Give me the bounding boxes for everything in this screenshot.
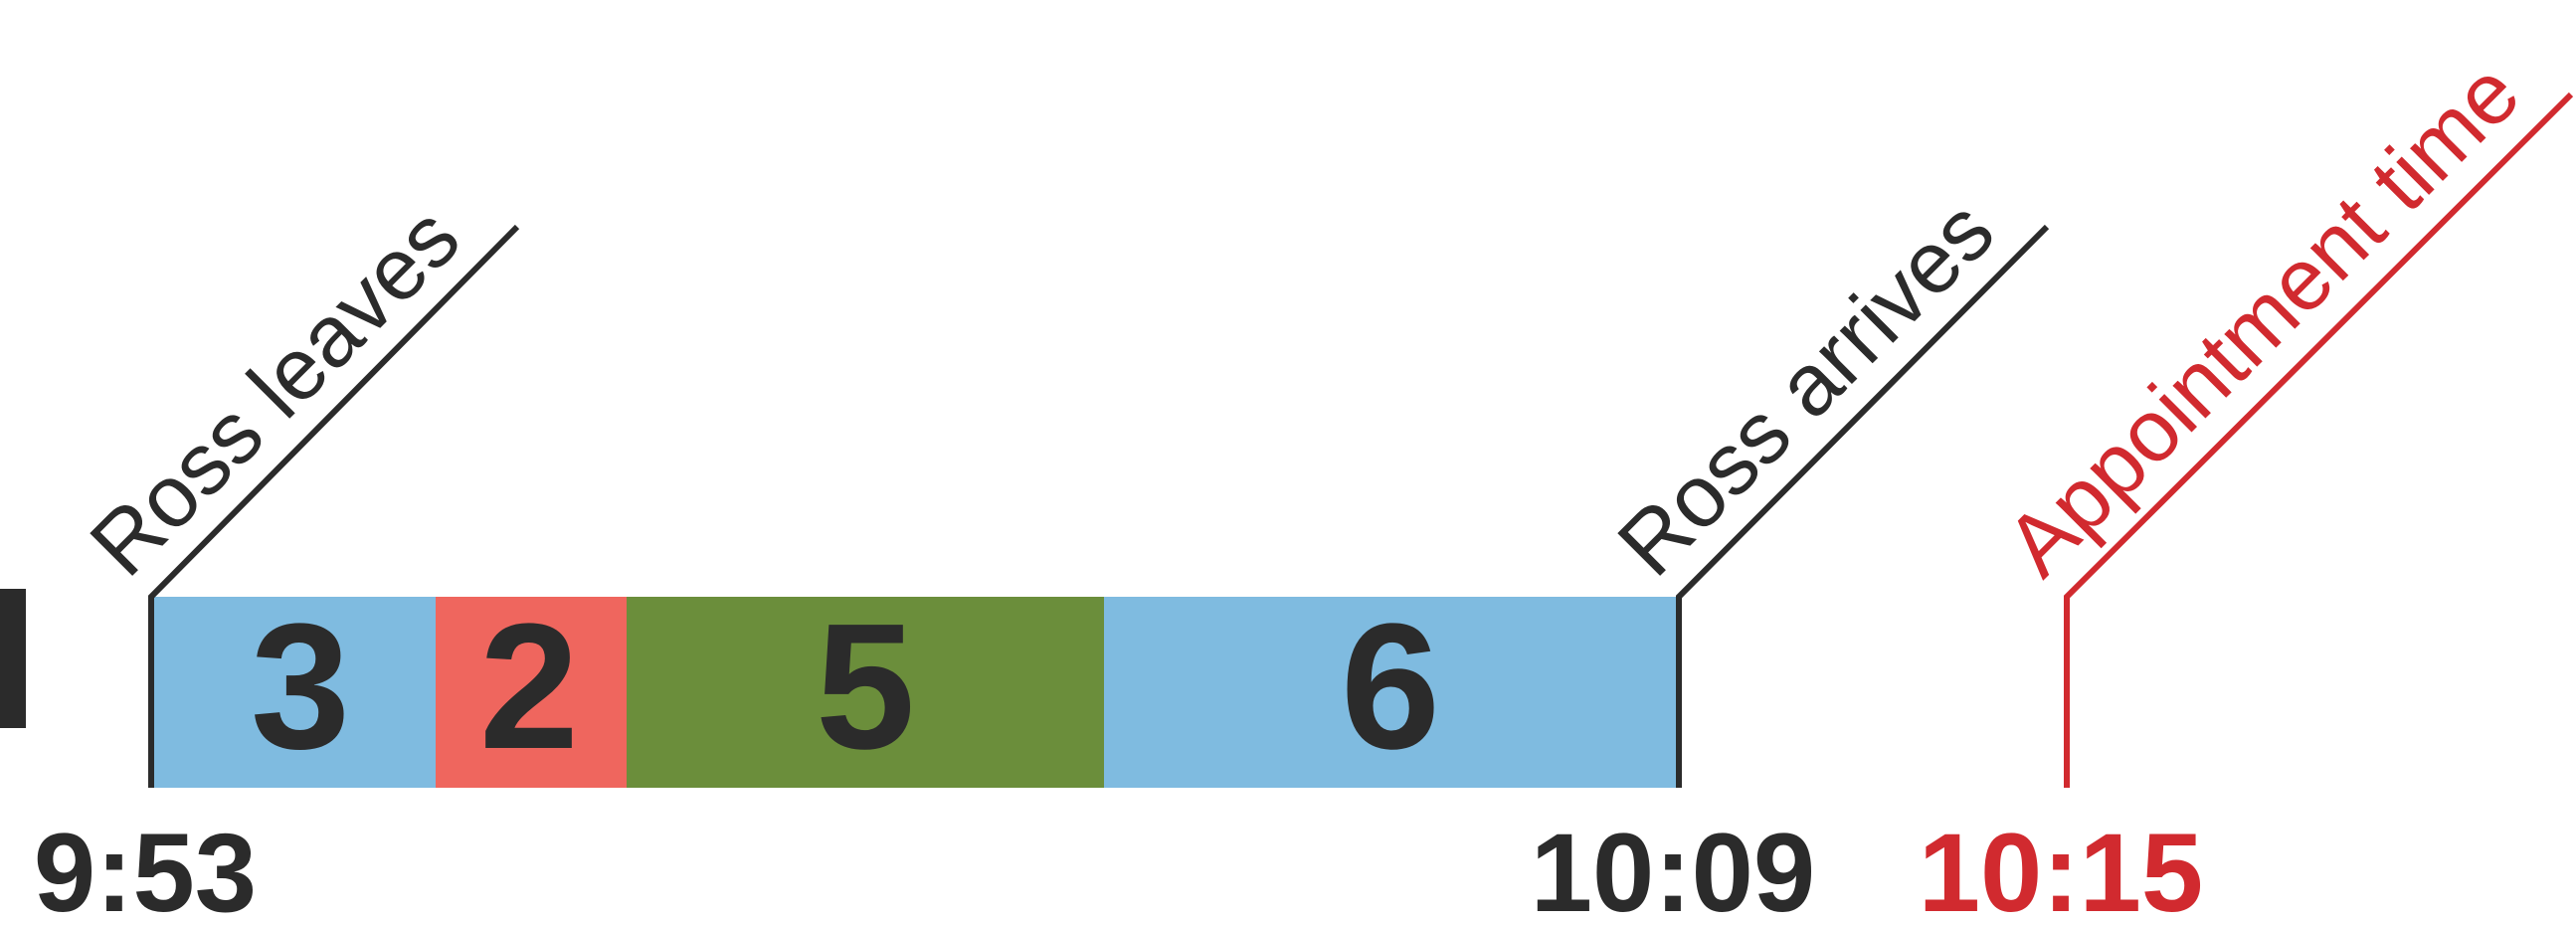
cropped-left-mark: [0, 589, 26, 728]
event-marker-line: [2064, 92, 2574, 788]
time-label: 9:53: [34, 811, 257, 925]
segment-duration-label: 6: [1341, 587, 1440, 787]
segment-bar: [436, 597, 627, 788]
segment-duration-label: 5: [816, 587, 915, 787]
segment-duration-label: 3: [251, 587, 350, 787]
event-label: Ross leaves: [71, 187, 477, 594]
time-label: 10:09: [1531, 811, 1815, 925]
time-label: 10:15: [1919, 811, 2203, 925]
segment-bar: [151, 597, 436, 788]
segment-bar: [1104, 597, 1679, 788]
segment-duration-label: 2: [479, 587, 579, 787]
event-marker-line: [1676, 224, 2050, 788]
event-label: Ross arrives: [1598, 181, 2012, 595]
segment-bar: [627, 597, 1104, 788]
event-label: Appointment time: [1986, 43, 2537, 594]
event-marker-line: [148, 224, 520, 788]
